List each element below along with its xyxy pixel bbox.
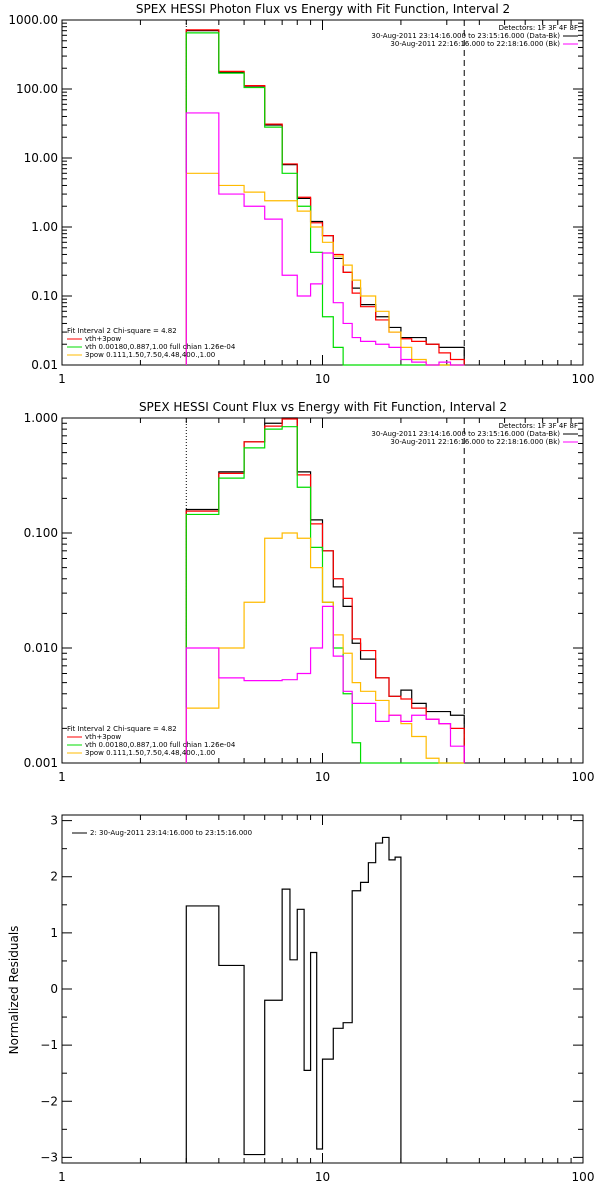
x-tick-label: 1 bbox=[58, 770, 66, 784]
legend-label: vth 0.00180,0.887,1.00 full chian 1.26e-… bbox=[85, 741, 236, 749]
y-tick-label: 1.00 bbox=[31, 220, 58, 234]
series-line bbox=[185, 532, 465, 764]
series-line bbox=[185, 30, 465, 365]
x-tick-label: 1 bbox=[58, 372, 66, 386]
residuals-panel: Normalized Residuals 1 10 1003210−1−2−32: … bbox=[7, 814, 594, 1184]
y-tick-label: −1 bbox=[40, 1038, 58, 1052]
x-tick-label: 100 bbox=[572, 770, 595, 784]
y-tick-label: 1 bbox=[50, 926, 58, 940]
legend-label: 30-Aug-2011 23:14:16.000 to 23:15:16.000… bbox=[371, 32, 560, 40]
y-tick-label: 3 bbox=[50, 814, 58, 828]
x-tick-label: 10 bbox=[315, 770, 330, 784]
y-tick-label: −2 bbox=[40, 1094, 58, 1108]
y-tick-label: 1000.00 bbox=[8, 13, 58, 27]
photon-flux-panel: SPEX HESSI Photon Flux vs Energy with Fi… bbox=[8, 2, 594, 386]
legend-label: 30-Aug-2011 22:16:16.000 to 22:18:16.000… bbox=[390, 40, 560, 48]
y-tick-label: 0.100 bbox=[24, 526, 58, 540]
legend-label: 3pow 0.111,1.50,7.50,4.48,400.,1.00 bbox=[85, 749, 215, 757]
series-line bbox=[185, 112, 465, 366]
x-tick-label: 10 bbox=[315, 1170, 330, 1184]
legend-label: 30-Aug-2011 23:14:16.000 to 23:15:16.000… bbox=[371, 430, 560, 438]
y-tick-label: 2 bbox=[50, 870, 58, 884]
legend-label: vth 0.00180,0.887,1.00 full chian 1.26e-… bbox=[85, 343, 236, 351]
series-line bbox=[185, 417, 465, 763]
series-line bbox=[185, 605, 465, 763]
series-line bbox=[185, 836, 402, 1163]
y-tick-label: 100.00 bbox=[16, 82, 58, 96]
series-line bbox=[185, 418, 465, 763]
y-tick-label: −3 bbox=[40, 1150, 58, 1164]
count-flux-title: SPEX HESSI Count Flux vs Energy with Fit… bbox=[139, 400, 507, 414]
x-tick-label: 10 bbox=[315, 372, 330, 386]
y-tick-label: 1.000 bbox=[24, 411, 58, 425]
legend-label: vth+3pow bbox=[85, 335, 121, 343]
photon-flux-title: SPEX HESSI Photon Flux vs Energy with Fi… bbox=[136, 2, 510, 16]
legend-label: 2: 30-Aug-2011 23:14:16.000 to 23:15:16.… bbox=[90, 829, 252, 837]
legend-header: Detectors: 1F 3F 4F 8F bbox=[499, 24, 578, 32]
legend-header: Detectors: 1F 3F 4F 8F bbox=[499, 422, 578, 430]
series-line bbox=[185, 426, 465, 764]
count-flux-panel: SPEX HESSI Count Flux vs Energy with Fit… bbox=[24, 400, 595, 784]
x-tick-label: 100 bbox=[572, 1170, 595, 1184]
y-tick-label: 0.01 bbox=[31, 358, 58, 372]
legend-label: 30-Aug-2011 22:16:16.000 to 22:18:16.000… bbox=[390, 438, 560, 446]
series-line bbox=[185, 29, 465, 365]
fit-legend-header: Fit Interval 2 Chi-square = 4.82 bbox=[67, 725, 177, 733]
residuals-y-axis-label: Normalized Residuals bbox=[7, 926, 21, 1055]
y-tick-label: 0 bbox=[50, 982, 58, 996]
y-tick-label: 0.001 bbox=[24, 756, 58, 770]
series-line bbox=[185, 172, 465, 366]
y-tick-label: 10.00 bbox=[24, 151, 58, 165]
y-tick-label: 0.10 bbox=[31, 289, 58, 303]
x-tick-label: 1 bbox=[58, 1170, 66, 1184]
y-tick-label: 0.010 bbox=[24, 641, 58, 655]
series-line bbox=[185, 32, 465, 366]
fit-legend-header: Fit Interval 2 Chi-square = 4.82 bbox=[67, 327, 177, 335]
x-tick-label: 100 bbox=[572, 372, 595, 386]
legend-label: 3pow 0.111,1.50,7.50,4.48,400.,1.00 bbox=[85, 351, 215, 359]
legend-label: vth+3pow bbox=[85, 733, 121, 741]
